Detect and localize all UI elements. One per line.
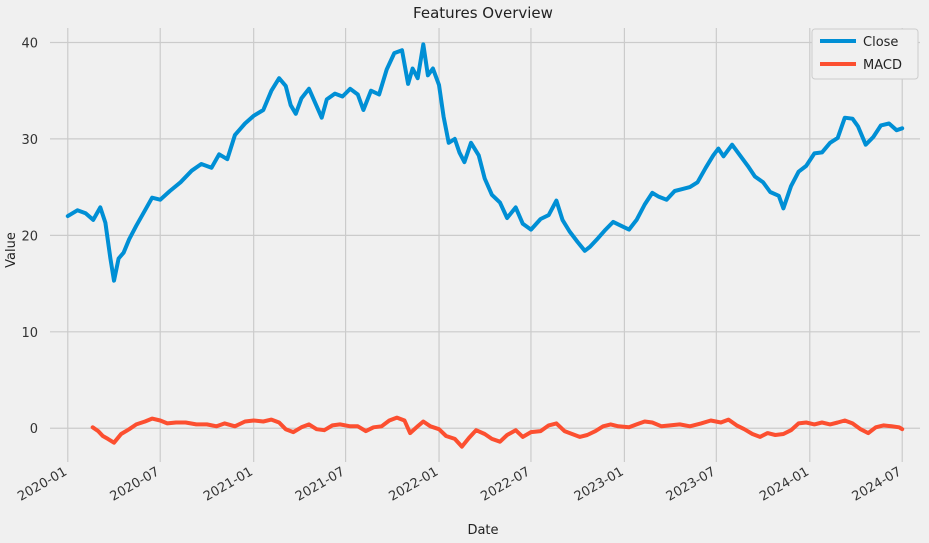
series-line-macd	[90, 415, 905, 449]
series-line-close	[65, 42, 905, 283]
chart-title: Features Overview	[413, 4, 553, 22]
y-tick-label: 10	[21, 326, 38, 341]
legend-label-close: Close	[863, 35, 898, 50]
y-tick-label: 30	[21, 133, 38, 148]
y-tick-label: 20	[21, 229, 38, 244]
grid	[50, 28, 920, 462]
legend-label-macd: MACD	[863, 58, 902, 73]
legend: Close MACD	[811, 28, 919, 80]
y-axis-ticks: 0 10 20 30 40	[21, 36, 38, 437]
series-lines	[65, 42, 905, 449]
y-tick-label: 40	[21, 36, 38, 51]
x-axis-label: Date	[467, 523, 498, 538]
y-axis-label: Value	[4, 232, 19, 268]
y-tick-label: 0	[30, 422, 38, 437]
